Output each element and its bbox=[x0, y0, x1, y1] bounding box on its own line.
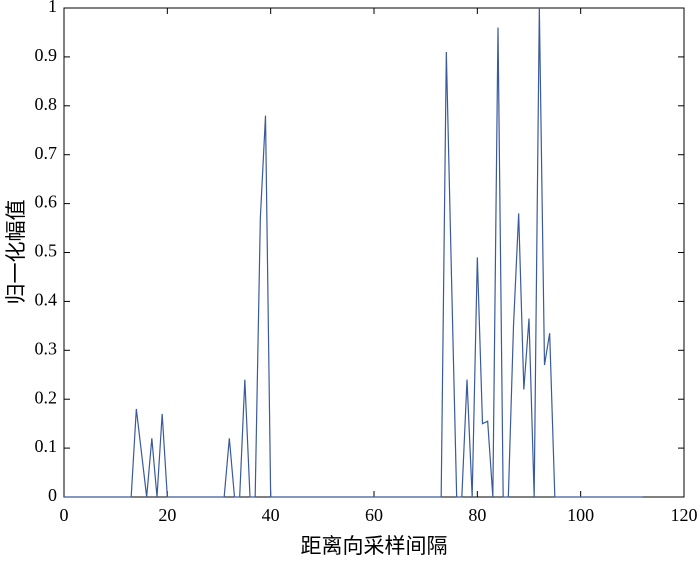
x-tick-label: 20 bbox=[158, 505, 176, 525]
x-tick-label: 60 bbox=[365, 505, 383, 525]
y-tick-label: 0.6 bbox=[35, 192, 58, 212]
y-tick-label: 0.8 bbox=[35, 94, 58, 114]
y-tick-label: 0.9 bbox=[35, 45, 58, 65]
x-tick-label: 120 bbox=[671, 505, 698, 525]
plot-frame bbox=[63, 7, 685, 498]
y-axis-label: 归一化幅值 bbox=[4, 200, 28, 305]
data-line bbox=[64, 7, 643, 498]
x-tick-label: 80 bbox=[468, 505, 486, 525]
x-tick-label: 100 bbox=[567, 505, 594, 525]
y-tick-label: 0.2 bbox=[35, 387, 58, 407]
y-tick-label: 0.3 bbox=[35, 338, 58, 358]
x-tick-label: 0 bbox=[60, 505, 69, 525]
y-tick-label: 0 bbox=[48, 485, 57, 505]
y-tick-label: 0.4 bbox=[35, 290, 58, 310]
y-tick-label: 0.5 bbox=[35, 241, 58, 261]
y-tick-label: 0.1 bbox=[35, 436, 58, 456]
y-tick-label: 0.7 bbox=[35, 143, 58, 163]
y-tick-label: 1 bbox=[48, 0, 57, 16]
x-tick-label: 40 bbox=[262, 505, 280, 525]
x-axis-label: 距离向采样间隔 bbox=[301, 534, 448, 558]
